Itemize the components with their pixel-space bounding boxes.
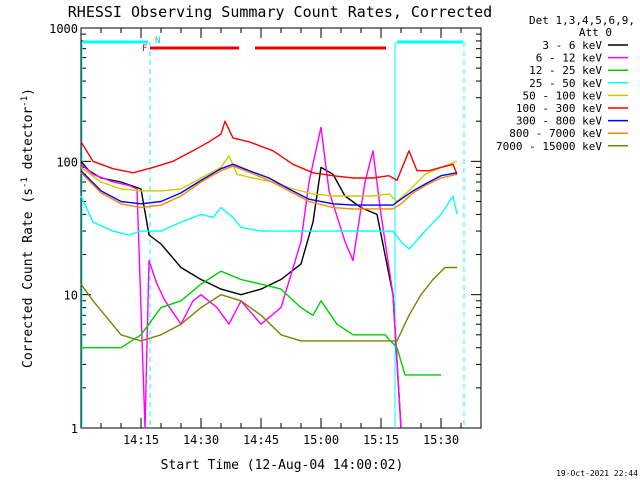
y-tick-label: 1 [71,422,78,436]
legend-label-2: 12 - 25 keV [529,64,602,77]
legend-label-5: 100 - 300 keV [516,102,602,115]
series-line-1 [80,126,402,429]
series-line-8 [80,266,457,342]
x-tick-label: 15:00 [303,433,339,447]
series-line-2 [81,270,441,376]
plot-area: 1 10 100 1000 14:15 14:30 14:45 15:00 15:15 15:3… [49,22,482,447]
legend-label-1: 6 - 12 keV [536,52,603,65]
y-tick-label: 100 [56,155,78,169]
x-tick-label: 14:45 [243,433,279,447]
legend-header-1: Det 1,3,4,5,6,9, [529,14,635,27]
x-axis-label: Start Time (12-Aug-04 14:00:02) [161,458,404,473]
series-group [80,120,458,429]
series-line-7 [80,165,458,210]
series-line-5 [80,120,458,182]
legend-header-2: Att 0 [579,26,612,39]
x-axis: 14:15 14:30 14:45 15:00 15:15 15:30 [80,28,482,447]
series-line-3 [80,195,458,250]
series-line-0 [80,160,402,429]
x-tick-label: 14:15 [123,433,159,447]
night-flag-label: N [155,36,160,46]
legend-label-6: 300 - 800 keV [516,115,602,128]
legend-label-4: 50 - 100 keV [523,89,603,102]
legend-label-8: 7000 - 15000 keV [496,140,602,153]
series-line-6 [80,163,458,206]
legend-label-3: 25 - 50 keV [529,77,602,90]
footer-date: 19-Oct-2021 22:44 [556,469,638,478]
legend-label-0: 3 - 6 keV [542,39,602,52]
legend-label-7: 800 - 7000 keV [509,127,602,140]
x-tick-label: 14:30 [183,433,219,447]
chart-title: RHESSI Observing Summary Count Rates, Co… [68,3,492,21]
y-axis-label: Corrected Count Rate (s-1 detector-1) [20,88,36,368]
x-tick-label: 15:15 [363,433,399,447]
x-tick-label: 15:30 [423,433,459,447]
y-tick-label: 1000 [49,22,78,36]
y-tick-label: 10 [64,289,78,303]
flare-flag-label: F [142,44,147,54]
flag-bars: F N [81,36,465,428]
